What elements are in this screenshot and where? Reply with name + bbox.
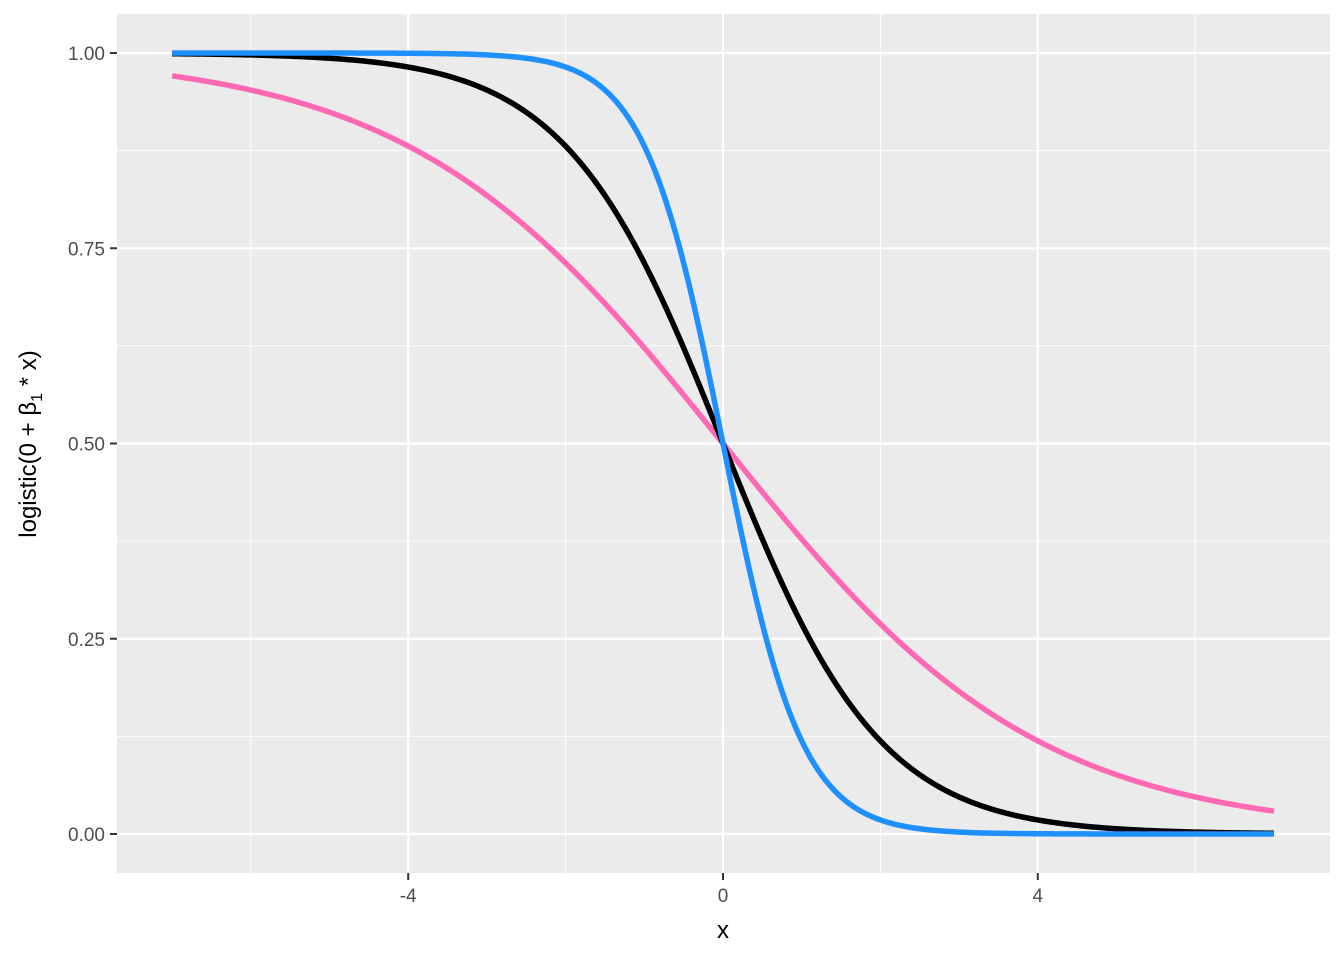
y-axis-title: logistic(0 + β1 * x)	[15, 350, 46, 537]
y-axis-title-suffix: * x)	[15, 350, 42, 393]
series-lines	[171, 50, 1275, 837]
x-tick-label: -4	[400, 886, 417, 907]
y-tick-label: 0.25	[68, 630, 105, 651]
y-tick-label: 0.00	[68, 825, 105, 846]
x-tick-label: 4	[1033, 886, 1044, 907]
y-axis-title-prefix: logistic(0 + β	[15, 402, 42, 538]
x-axis: -4 0 4	[400, 873, 1044, 907]
series-line-3	[172, 50, 1274, 837]
x-tick-label: 0	[718, 886, 729, 907]
y-axis: 0.00 0.25 0.50 0.75 1.00	[68, 44, 117, 846]
x-axis-title: x	[717, 917, 729, 944]
y-tick-label: 1.00	[68, 44, 105, 65]
y-tick-label: 0.75	[68, 239, 105, 260]
y-tick-label: 0.50	[68, 435, 105, 456]
y-axis-title-subscript: 1	[29, 393, 46, 402]
